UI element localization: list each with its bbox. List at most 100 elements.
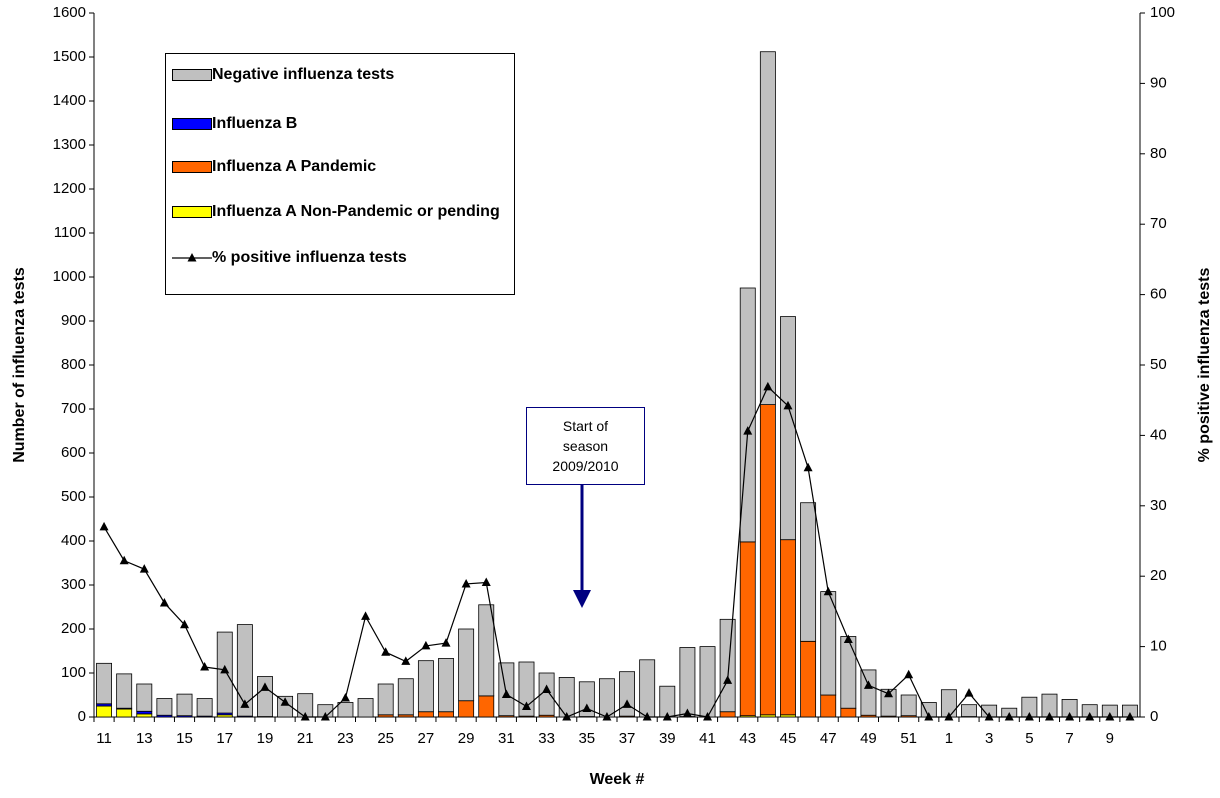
line-marker xyxy=(863,680,873,689)
x-tick-label: 25 xyxy=(377,730,394,747)
x-tick-label: 39 xyxy=(659,730,676,747)
x-tick-label: 31 xyxy=(498,730,515,747)
line-marker xyxy=(159,597,169,607)
annotation: Start of season 2009/2010 xyxy=(526,407,645,485)
bar-segment xyxy=(679,647,696,717)
line-marker xyxy=(542,684,552,694)
y-tick-label: 1100 xyxy=(54,224,86,241)
legend: Negative influenza tests Influenza B Influ… xyxy=(165,53,515,295)
x-tick-label: 19 xyxy=(257,730,274,747)
bar-segment xyxy=(860,669,877,716)
line-marker xyxy=(582,703,592,713)
y2-tick-label: 90 xyxy=(1150,74,1167,91)
bar-segment xyxy=(236,624,253,717)
x-tick-label: 51 xyxy=(900,730,917,747)
line-marker xyxy=(723,675,733,684)
x-tick-label: 47 xyxy=(820,730,837,747)
line-marker xyxy=(602,712,612,721)
bar-segment xyxy=(478,695,495,718)
y2-tick-label: 60 xyxy=(1150,286,1167,303)
legend-marker xyxy=(187,253,197,262)
y2-tick-label: 40 xyxy=(1150,426,1167,443)
bar-segment xyxy=(800,640,817,718)
y-tick-label: 700 xyxy=(61,400,86,417)
bar-segment xyxy=(438,658,454,713)
legend-item: Influenza B xyxy=(172,115,502,134)
x-tick-label: 27 xyxy=(418,730,435,747)
y-tick-label: 0 xyxy=(78,708,86,725)
x-tick-label: 11 xyxy=(96,730,112,747)
line-marker xyxy=(320,712,330,721)
line-marker xyxy=(743,426,753,435)
bar-segment xyxy=(96,705,113,718)
line-marker xyxy=(481,577,491,587)
bar-segment xyxy=(156,698,173,716)
y-tick-label: 1400 xyxy=(53,92,86,109)
line-marker xyxy=(884,688,894,698)
line-marker xyxy=(361,611,371,620)
y-tick-label: 1300 xyxy=(53,136,86,153)
y-tick-label: 1600 xyxy=(53,4,86,21)
line-marker xyxy=(240,699,250,708)
line-marker xyxy=(944,712,954,721)
x-tick-label: 37 xyxy=(619,730,636,747)
x-tick-label: 5 xyxy=(1025,730,1033,747)
line-marker xyxy=(1125,712,1135,721)
x-tick-label: 45 xyxy=(780,730,797,747)
x-tick-label: 1 xyxy=(945,730,953,747)
legend-swatch xyxy=(172,69,212,81)
bar-segment xyxy=(357,698,374,718)
annotation-arrowhead xyxy=(573,590,591,608)
line-marker xyxy=(139,564,149,573)
x-tick-label: 9 xyxy=(1106,730,1114,747)
legend-swatch xyxy=(172,118,212,130)
x-axis-title: Week # xyxy=(590,771,645,788)
bar-segment xyxy=(578,681,595,717)
line-marker xyxy=(682,708,692,717)
x-tick-label: 43 xyxy=(739,730,756,747)
line-marker xyxy=(200,662,210,671)
line-marker xyxy=(924,712,934,721)
line-marker xyxy=(300,712,310,721)
line-marker xyxy=(421,640,431,650)
line-marker xyxy=(904,669,914,679)
line-marker xyxy=(521,701,531,710)
line-marker xyxy=(340,692,350,702)
legend-swatch xyxy=(172,206,212,218)
bar-segment xyxy=(417,660,434,713)
line-marker xyxy=(803,462,813,472)
bar-segment xyxy=(719,711,736,718)
bar-segment xyxy=(337,702,354,718)
bar-segment xyxy=(900,694,917,717)
line-marker xyxy=(763,381,773,391)
line-marker xyxy=(461,578,471,588)
x-tick-label: 15 xyxy=(176,730,193,747)
line xyxy=(103,385,1130,718)
line-marker xyxy=(501,689,511,698)
line-marker xyxy=(622,699,632,708)
line-marker xyxy=(260,682,270,691)
x-tick-label: 33 xyxy=(538,730,555,747)
bar-segment xyxy=(739,541,756,717)
bar-segment xyxy=(558,677,575,718)
y-tick-label: 100 xyxy=(61,664,86,681)
y-tick-label: 1500 xyxy=(53,48,86,65)
line-marker xyxy=(1004,712,1014,721)
bar-segment xyxy=(780,316,796,541)
line-marker xyxy=(984,712,994,721)
x-tick-label: 35 xyxy=(578,730,595,747)
bar-segment xyxy=(458,700,475,718)
bar-segment xyxy=(619,671,636,717)
line-marker xyxy=(562,712,572,721)
x-tick-label: 41 xyxy=(699,730,716,747)
y-tick-label: 300 xyxy=(61,576,86,593)
y-tick-label: 200 xyxy=(61,620,86,637)
y-tick-label: 1200 xyxy=(53,180,86,197)
legend-label: % positive influenza tests xyxy=(212,249,407,266)
line-marker xyxy=(441,638,451,647)
line-marker xyxy=(119,555,129,565)
legend-item: Influenza A Non-Pandemic or pending xyxy=(172,203,502,222)
line-marker xyxy=(703,712,713,721)
y2-tick-label: 50 xyxy=(1150,356,1167,373)
line-marker xyxy=(1065,712,1075,721)
